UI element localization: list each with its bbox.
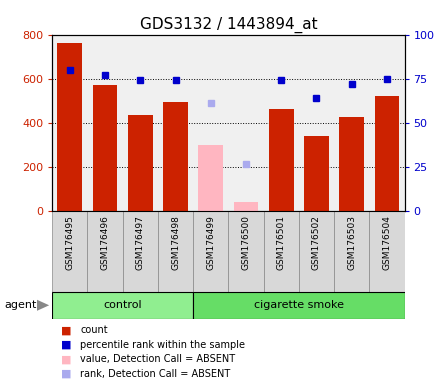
Text: value, Detection Call = ABSENT: value, Detection Call = ABSENT: [80, 354, 235, 364]
Bar: [193, 292, 404, 319]
Text: GSM176502: GSM176502: [311, 215, 320, 270]
Text: agent: agent: [4, 300, 36, 310]
Text: GSM176496: GSM176496: [100, 215, 109, 270]
Bar: [268, 109, 293, 211]
Bar: [57, 43, 82, 211]
Bar: [198, 145, 223, 211]
Bar: [193, 211, 228, 292]
Text: GSM176500: GSM176500: [241, 215, 250, 270]
Text: ■: ■: [61, 354, 71, 364]
Bar: [52, 292, 193, 319]
Bar: [52, 211, 87, 292]
Text: control: control: [103, 300, 141, 310]
Bar: [333, 211, 368, 292]
Bar: [87, 211, 122, 292]
Bar: [158, 211, 193, 292]
Title: GDS3132 / 1443894_at: GDS3132 / 1443894_at: [139, 17, 316, 33]
Bar: [298, 211, 333, 292]
Text: GSM176501: GSM176501: [276, 215, 285, 270]
Bar: [122, 211, 158, 292]
Bar: [374, 96, 398, 211]
Text: GSM176497: GSM176497: [135, 215, 145, 270]
Bar: [368, 211, 404, 292]
Text: count: count: [80, 325, 108, 335]
Text: GSM176495: GSM176495: [65, 215, 74, 270]
Text: GSM176503: GSM176503: [346, 215, 355, 270]
Text: cigarette smoke: cigarette smoke: [253, 300, 343, 310]
Text: GSM176498: GSM176498: [171, 215, 180, 270]
Polygon shape: [37, 300, 49, 311]
Bar: [163, 102, 187, 211]
Text: GSM176499: GSM176499: [206, 215, 215, 270]
Text: ■: ■: [61, 369, 71, 379]
Bar: [128, 115, 152, 211]
Bar: [303, 136, 328, 211]
Text: ■: ■: [61, 325, 71, 335]
Bar: [339, 118, 363, 211]
Bar: [263, 211, 298, 292]
Text: rank, Detection Call = ABSENT: rank, Detection Call = ABSENT: [80, 369, 230, 379]
Bar: [92, 85, 117, 211]
Bar: [228, 211, 263, 292]
Text: percentile rank within the sample: percentile rank within the sample: [80, 340, 245, 350]
Text: GSM176504: GSM176504: [381, 215, 391, 270]
Bar: [233, 202, 258, 211]
Text: ■: ■: [61, 340, 71, 350]
